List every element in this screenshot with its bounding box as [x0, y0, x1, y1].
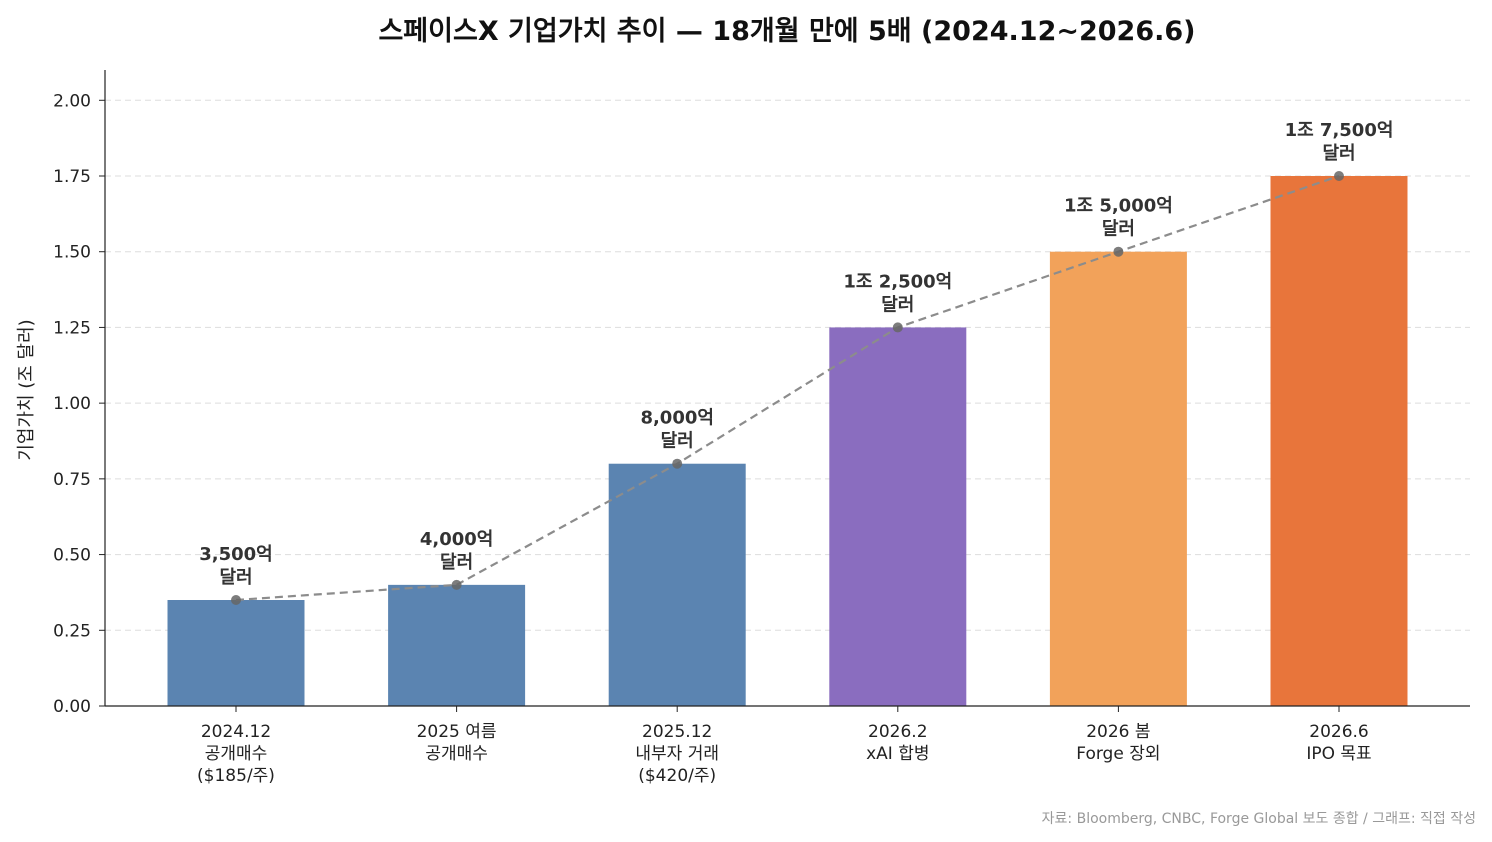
- source-note: 자료: Bloomberg, CNBC, Forge Global 보도 종합 …: [1042, 811, 1476, 827]
- trend-point: [892, 322, 903, 333]
- trend-point: [1113, 246, 1124, 257]
- y-tick-label: 1.25: [53, 318, 91, 338]
- bar: [167, 600, 305, 706]
- x-tick-label: 2025 여름: [417, 722, 497, 742]
- trend-point: [1334, 171, 1344, 181]
- bars: [167, 176, 1408, 706]
- data-label: 달러: [881, 294, 914, 315]
- chart-title: 스페이스X 기업가치 추이 — 18개월 만에 5배 (2024.12~2026…: [378, 16, 1195, 47]
- data-label: 달러: [440, 552, 473, 573]
- trend-point: [672, 458, 683, 469]
- data-label: 8,000억: [640, 408, 714, 429]
- trend-line-path: [235, 174, 1340, 602]
- trend-point: [231, 595, 241, 605]
- data-label: 1조 7,500억: [1285, 120, 1394, 141]
- trend-line: [231, 171, 1344, 605]
- x-tick-label: 2026.6: [1309, 722, 1368, 742]
- x-tick-label: IPO 목표: [1306, 744, 1371, 764]
- gridlines: [105, 99, 1470, 631]
- bar: [388, 584, 526, 706]
- data-label: 1조 5,000억: [1064, 196, 1173, 217]
- y-tick-label: 0.50: [53, 546, 91, 566]
- y-tick-label: 0.75: [53, 470, 91, 490]
- x-tick-label: 2026 봄: [1086, 722, 1150, 742]
- x-tick-label: 2024.12: [201, 722, 271, 742]
- data-label: 달러: [1322, 143, 1355, 164]
- y-tick-label: 1.50: [53, 243, 91, 263]
- x-tick-label: 내부자 거래: [635, 744, 719, 764]
- x-tick-label: ($185/주): [197, 766, 275, 786]
- x-tick-label: 2026.2: [868, 722, 927, 742]
- y-tick-label: 1.75: [53, 167, 91, 187]
- data-label: 3,500억: [199, 544, 273, 565]
- axes: 0.00 0.25 0.50 0.75 1.00 1.25 1.50 1.75 2.00 2024…: [53, 70, 1470, 786]
- y-tick-label: 0.00: [53, 697, 91, 717]
- x-tick-label: 공개매수: [425, 744, 488, 764]
- bar: [608, 463, 746, 706]
- x-tick-label: 공개매수: [205, 744, 268, 764]
- x-tick-label: ($420/주): [638, 766, 716, 786]
- bar: [829, 327, 967, 706]
- x-tick-label: 2025.12: [642, 722, 712, 742]
- x-tick-label: Forge 장외: [1076, 744, 1160, 764]
- y-tick-label: 0.25: [53, 621, 91, 641]
- data-label: 달러: [219, 567, 252, 588]
- bar: [1049, 251, 1187, 706]
- x-tick-label: xAI 합병: [866, 744, 929, 764]
- y-axis-label: 기업가치 (조 달러): [16, 319, 37, 460]
- data-label: 달러: [1102, 219, 1135, 240]
- trend-point: [451, 579, 462, 590]
- y-tick-label: 2.00: [53, 91, 91, 111]
- data-label: 달러: [661, 431, 694, 452]
- y-tick-label: 1.00: [53, 394, 91, 414]
- data-label: 1조 2,500억: [843, 271, 952, 292]
- bar: [1270, 176, 1408, 706]
- data-label: 4,000억: [420, 529, 494, 550]
